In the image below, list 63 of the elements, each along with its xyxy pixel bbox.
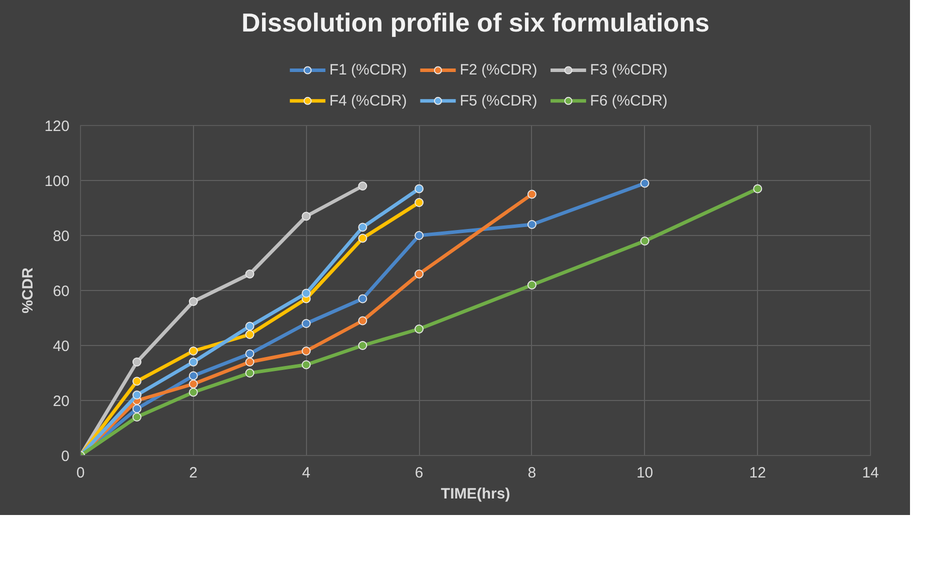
point [527, 190, 536, 199]
point [414, 270, 424, 278]
point [358, 341, 368, 350]
legend-label: F2 (%CDR) [460, 62, 538, 79]
y-tick-label: 0 [61, 448, 70, 465]
legend-label: F6 (%CDR) [590, 92, 668, 110]
y-axis-title: %CDR [19, 267, 36, 314]
point [245, 330, 254, 339]
point [188, 380, 198, 388]
point [302, 212, 311, 221]
point [302, 346, 311, 356]
point [414, 198, 424, 207]
point [358, 294, 368, 304]
legend-label: F1 (%CDR) [329, 62, 407, 79]
y-tick-label: 80 [52, 228, 70, 245]
point [188, 371, 198, 380]
point [245, 270, 254, 278]
point [132, 390, 142, 400]
legend-label: F4 (%CDR) [329, 92, 407, 110]
y-tick-label: 60 [52, 283, 70, 300]
point [358, 222, 368, 232]
point [358, 182, 368, 190]
point [527, 280, 536, 290]
point [358, 234, 368, 243]
x-tick-label: 2 [189, 464, 198, 482]
x-tick-label: 14 [862, 464, 879, 482]
x-tick-label: 12 [749, 464, 766, 482]
legend-label: F5 (%CDR) [460, 92, 538, 110]
x-tick-label: 6 [414, 464, 424, 482]
point [753, 184, 762, 194]
point [302, 319, 311, 328]
chart-title: Dissolution profile of six formulations [241, 8, 710, 38]
point [414, 184, 424, 194]
y-tick-label: 20 [52, 393, 70, 410]
point [245, 358, 254, 366]
point [414, 231, 424, 240]
point [132, 412, 142, 422]
point [245, 368, 254, 378]
point [414, 324, 424, 334]
point [302, 288, 311, 298]
legend-label: F3 (%CDR) [590, 62, 668, 79]
point [245, 322, 254, 331]
point [132, 376, 142, 386]
x-tick-label: 8 [528, 464, 536, 482]
point [527, 220, 536, 229]
point [188, 346, 198, 356]
point [132, 404, 142, 414]
x-tick-label: 4 [302, 464, 310, 482]
point [188, 297, 198, 306]
point [245, 349, 254, 358]
point [188, 388, 198, 397]
y-tick-label: 100 [44, 173, 70, 190]
point [640, 178, 650, 188]
y-tick-label: 120 [44, 118, 70, 135]
point [302, 360, 311, 370]
point [640, 236, 650, 246]
x-tick-label: 10 [636, 464, 654, 482]
point [132, 358, 142, 366]
x-axis-title: TIME(hrs) [440, 486, 510, 502]
point [358, 316, 368, 326]
y-tick-label: 40 [52, 338, 70, 355]
x-tick-label: 0 [76, 464, 85, 482]
point [188, 358, 198, 366]
